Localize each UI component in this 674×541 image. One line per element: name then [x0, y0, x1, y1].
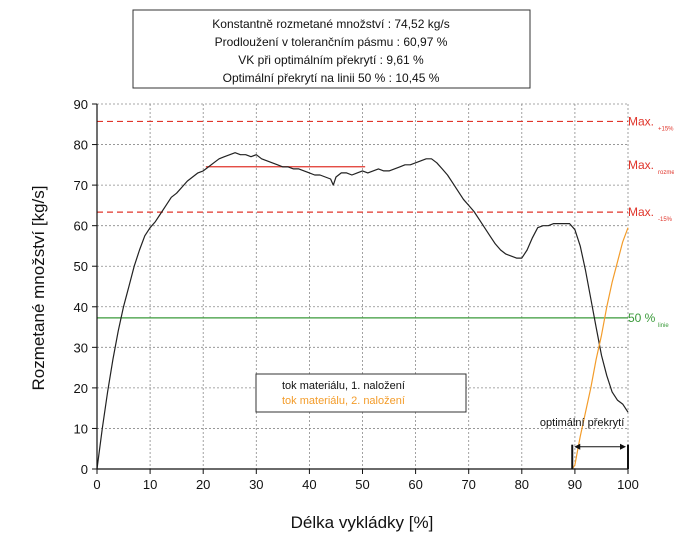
legend-item-series-1: tok materiálu, 1. naložení [282, 380, 405, 392]
info-line-2: Prodloužení v tolerančním pásmu : 60,97 … [215, 35, 448, 49]
series [96, 152, 629, 470]
tick-labels: 0 10 20 30 40 50 60 70 80 90 100 0 10 20 30 40 50 60 70 80 9… [74, 97, 639, 492]
series-line-2 [571, 227, 629, 470]
legend-frame [255, 373, 467, 413]
reference-label-1: Max. [628, 114, 654, 128]
x-tick-label: 30 [249, 477, 263, 492]
info-box: Konstantně rozmetané množství : 74,52 kg… [132, 9, 531, 89]
x-tick-label: 90 [568, 477, 582, 492]
axes [92, 103, 629, 474]
reference-label-3: Max. [628, 205, 654, 219]
reference-sublabel-4: linie [658, 323, 669, 329]
x-tick-label: 10 [143, 477, 157, 492]
info-box-frame [132, 9, 531, 89]
reference-sublabel-3: -15% [658, 217, 673, 223]
reference-lines: Max. +15% Max. rozmetané množství Max. -15% 50… [97, 114, 674, 329]
x-axis-title: Délka vykládky [%] [291, 513, 434, 532]
overlap-arrow-head-right [620, 443, 626, 450]
x-tick-label: 60 [408, 477, 422, 492]
y-tick-label: 30 [74, 340, 88, 355]
y-tick-label: 90 [74, 97, 88, 112]
legend-item-series-2: tok materiálu, 2. naložení [282, 395, 405, 407]
x-tick-label: 20 [196, 477, 210, 492]
reference-label-4: 50 % [628, 311, 656, 325]
overlap-marker: optimální překrytí [540, 417, 629, 469]
y-tick-label: 50 [74, 259, 88, 274]
x-tick-label: 80 [515, 477, 529, 492]
y-tick-label: 40 [74, 300, 88, 315]
y-tick-label: 60 [74, 219, 88, 234]
y-tick-label: 10 [74, 421, 88, 436]
series-line-1 [96, 152, 629, 470]
info-line-3: VK při optimálním překrytí : 9,61 % [238, 53, 424, 67]
reference-sublabel-1: +15% [658, 126, 674, 132]
x-tick-label: 70 [461, 477, 475, 492]
y-tick-label: 20 [74, 381, 88, 396]
y-tick-label: 80 [74, 138, 88, 153]
y-axis-title: Rozmetané množství [kg/s] [29, 185, 48, 390]
info-line-4: Optimální překrytí na linii 50 % : 10,45… [223, 71, 440, 85]
y-tick-label: 70 [74, 178, 88, 193]
overlap-arrow-head-left [574, 443, 581, 450]
info-line-1: Konstantně rozmetané množství : 74,52 kg… [212, 17, 449, 31]
grid [97, 103, 629, 469]
x-tick-label: 50 [355, 477, 369, 492]
x-tick-label: 100 [617, 477, 639, 492]
reference-sublabel-2: rozmetané množství [658, 170, 674, 176]
x-tick-label: 40 [302, 477, 316, 492]
reference-label-2: Max. [628, 158, 654, 172]
legend: tok materiálu, 1. naložení tok materiálu… [255, 373, 467, 413]
x-tick-label: 0 [93, 477, 100, 492]
overlap-label: optimální překrytí [540, 417, 624, 429]
y-tick-label: 0 [81, 462, 88, 477]
